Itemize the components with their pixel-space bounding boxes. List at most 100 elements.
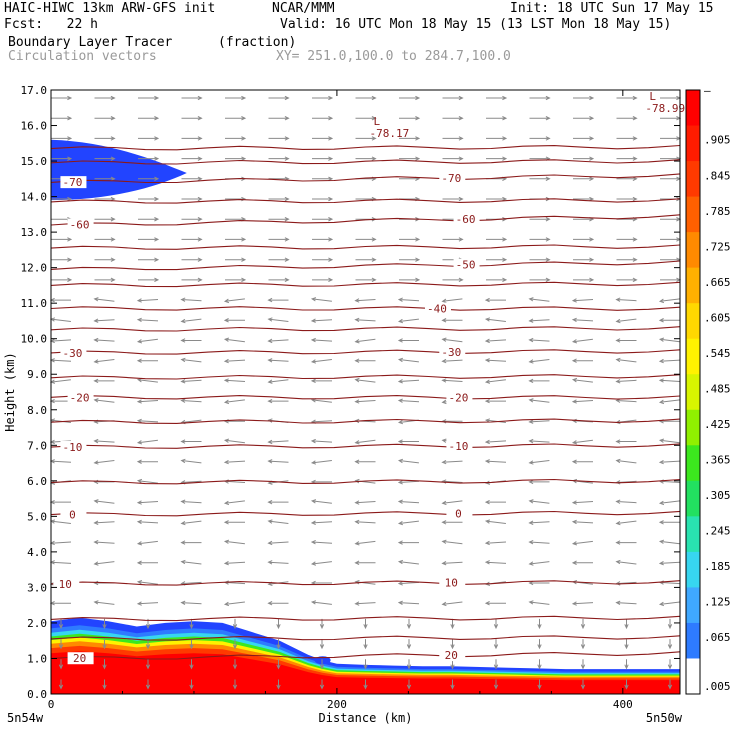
colorbar-swatch [686, 90, 700, 127]
colorbar-label: .725 [704, 240, 731, 253]
isotherm-label-bg [67, 391, 94, 404]
circulation-vector [268, 257, 290, 262]
circulation-vector [571, 358, 593, 363]
isotherm-label-bg [60, 346, 87, 359]
colorbar-swatch [686, 622, 700, 659]
circulation-vector [442, 156, 464, 161]
circulation-vector [276, 679, 281, 690]
circulation-vector [267, 600, 289, 606]
circulation-vector [493, 618, 499, 630]
x-tick-label: 200 [327, 698, 347, 711]
circulation-vector [268, 116, 290, 121]
circulation-vector [354, 358, 376, 363]
header-valid: Valid: 16 UTC Mon 18 May 15 (13 LST Mon … [280, 17, 672, 32]
circulation-vector [537, 659, 542, 670]
circulation-vector [268, 196, 290, 202]
circulation-vector [667, 659, 673, 670]
circulation-vector [181, 257, 203, 262]
circulation-vector [136, 580, 158, 585]
circulation-vector [399, 257, 421, 262]
circulation-vector [615, 559, 637, 565]
isotherm--70 [50, 173, 681, 184]
circulation-vector [399, 116, 421, 121]
circulation-vector [442, 237, 464, 242]
colorbar-label: .905 [704, 134, 731, 147]
circulation-vector [268, 95, 290, 101]
circulation-vector [571, 500, 594, 505]
circulation-vector [232, 639, 238, 650]
circulation-vector [102, 679, 107, 690]
circulation-vector [528, 479, 550, 485]
circulation-vector [571, 317, 594, 323]
y-tick-label: 3.0 [27, 581, 47, 594]
colorbar-frame [685, 89, 701, 695]
circulation-vector [93, 337, 115, 343]
y-tick-label: 1.0 [27, 652, 47, 665]
circulation-vector [441, 459, 463, 465]
circulation-vector [189, 618, 194, 630]
tracer-bump [314, 656, 331, 665]
circulation-vector [232, 618, 238, 630]
circulation-vector [94, 116, 116, 121]
circulation-vector [484, 519, 506, 524]
circulation-vector [573, 116, 595, 121]
circulation-vector [580, 639, 586, 650]
circulation-vector [615, 499, 637, 504]
circulation-vector [312, 176, 334, 182]
circulation-vector [616, 156, 638, 161]
circulation-vector [136, 358, 158, 363]
circulation-vector [571, 439, 593, 445]
isotherm [50, 374, 681, 380]
circulation-vector [624, 639, 629, 650]
isotherm-label: 0 [455, 507, 462, 520]
isotherm-label: 0 [69, 509, 76, 522]
colorbar-label: .665 [704, 276, 731, 289]
circulation-vector [658, 601, 680, 607]
colorbar-swatch [686, 658, 700, 694]
circulation-vector [312, 116, 334, 121]
circulation-vector [232, 679, 238, 690]
tracer-upper-blob [51, 139, 187, 201]
y-tick-label: 9.0 [27, 368, 47, 381]
isotherm-label-bg [60, 441, 87, 454]
isotherm-label: -40 [427, 303, 447, 316]
circulation-vector [484, 358, 507, 363]
circulation-vector [667, 679, 673, 690]
colorbar-swatch [686, 196, 700, 233]
circulation-vector [658, 560, 681, 566]
isotherm-label: -10 [63, 441, 83, 454]
circulation-vector [397, 540, 419, 545]
circulation-vector [354, 298, 376, 303]
colorbar-label: – [704, 84, 711, 97]
circulation-vector [399, 277, 421, 283]
header-title: HAIC-HIWC 13km ARW-GFS init [4, 1, 216, 16]
circulation-vector [484, 600, 506, 606]
y-tick-label: 2.0 [27, 617, 47, 630]
circulation-vector [537, 679, 542, 690]
circulation-vector [93, 398, 115, 403]
circulation-vector [138, 136, 160, 141]
circulation-vector [658, 438, 680, 444]
circulation-vector [571, 399, 594, 404]
circulation-vector [486, 156, 508, 161]
circulation-vector [484, 379, 506, 384]
x-tick-label: 0 [48, 698, 55, 711]
header-org: NCAR/MMM [272, 1, 335, 16]
circulation-vector [667, 639, 673, 650]
minimum-marker: L [649, 90, 656, 103]
field-name: Boundary Layer Tracer [8, 35, 173, 50]
circulation-vector [486, 196, 508, 202]
circulation-vector [355, 116, 377, 121]
circulation-vector [528, 561, 550, 566]
circulation-vector [397, 398, 420, 403]
circulation-vector [180, 540, 202, 545]
circulation-vector [312, 95, 334, 101]
circulation-vector [363, 659, 368, 670]
circulation-vector [138, 176, 160, 182]
circulation-vector [486, 116, 508, 121]
circulation-vector [268, 136, 290, 141]
circulation-vector [180, 439, 202, 444]
circulation-vector [529, 95, 551, 101]
circulation-vector [658, 337, 680, 343]
isotherm [50, 198, 681, 204]
